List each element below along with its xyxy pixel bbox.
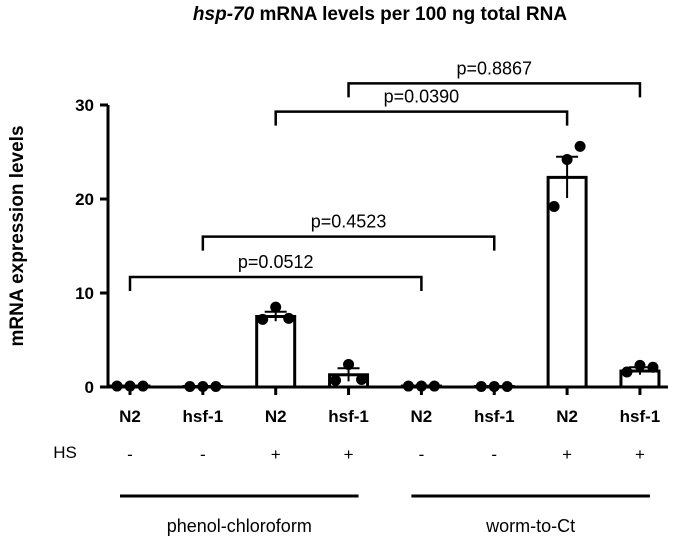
data-point: [343, 358, 355, 370]
data-point: [428, 380, 440, 392]
data-point: [561, 154, 573, 166]
y-tick-label: 20: [75, 190, 94, 209]
significance-bracket: [347, 82, 642, 98]
y-tick-label: 30: [75, 96, 94, 115]
chart-title-gene: hsp-70: [193, 4, 255, 25]
chart-title-rest: mRNA levels per 100 ng total RNA: [254, 4, 567, 25]
group-label: phenol-chloroform: [167, 516, 312, 536]
bar: [546, 175, 588, 389]
x-tick-label: N2: [265, 407, 287, 426]
group-label: worm-to-Ct: [485, 516, 575, 536]
x-tick-label: hsf-1: [183, 407, 224, 426]
data-point: [197, 381, 209, 393]
data-point: [184, 381, 196, 393]
hs-sign: -: [200, 445, 206, 464]
data-point: [488, 381, 500, 393]
data-point: [548, 201, 560, 213]
data-point: [475, 381, 487, 393]
significance-bracket: [274, 110, 569, 126]
hs-sign: +: [562, 445, 572, 464]
data-point: [257, 313, 269, 325]
y-tick-label: 10: [75, 284, 94, 303]
p-value-label: p=0.4523: [311, 212, 387, 232]
x-tick-label: hsf-1: [474, 407, 515, 426]
data-point: [111, 380, 123, 392]
hs-sign: -: [491, 445, 497, 464]
significance-bracket: [201, 235, 496, 251]
bar: [255, 315, 297, 389]
hs-sign: +: [635, 445, 645, 464]
p-value-label: p=0.0390: [384, 87, 460, 107]
data-point: [330, 374, 342, 386]
hs-row-label: HS: [53, 443, 77, 462]
data-point: [574, 140, 586, 152]
data-point: [402, 380, 414, 392]
p-value-label: p=0.8867: [456, 58, 532, 78]
data-point: [124, 380, 136, 392]
x-tick-label: N2: [119, 407, 141, 426]
hs-sign: +: [344, 445, 354, 464]
x-tick-label: hsf-1: [620, 407, 661, 426]
y-tick-label: 0: [85, 378, 94, 397]
data-point: [415, 380, 427, 392]
x-tick-label: N2: [556, 407, 578, 426]
hs-sign: -: [419, 445, 425, 464]
hs-sign: +: [271, 445, 281, 464]
data-point: [647, 361, 659, 373]
hs-sign: -: [127, 445, 133, 464]
data-point: [634, 359, 646, 371]
x-tick-label: N2: [411, 407, 433, 426]
data-point: [621, 366, 633, 378]
plot-area: 0 10 20 30 N2 hsf-1 N2 hsf-1 N2 hsf-1 N2 hsf-1 p=0.8…: [53, 58, 668, 536]
y-axis-label: mRNA expression levels: [7, 125, 28, 346]
p-value-label: p=0.0512: [238, 252, 314, 272]
chart-title: hsp-70 mRNA levels per 100 ng total RNA: [193, 4, 567, 25]
data-point: [501, 381, 513, 393]
data-point: [356, 373, 368, 385]
data-point: [210, 381, 222, 393]
data-point: [270, 301, 282, 313]
data-point: [137, 380, 149, 392]
x-tick-label: hsf-1: [328, 407, 369, 426]
significance-bracket: [128, 275, 423, 292]
data-point: [283, 312, 295, 324]
